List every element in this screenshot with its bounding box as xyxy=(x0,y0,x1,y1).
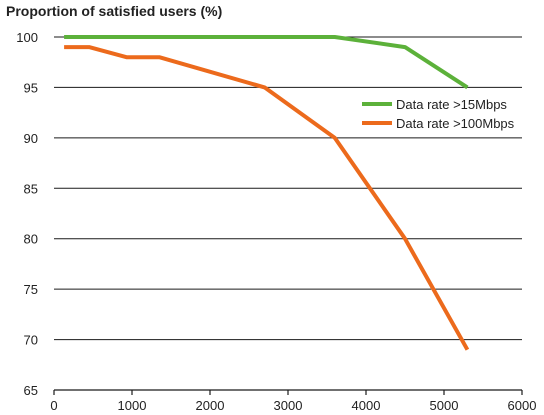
x-tick-label: 3000 xyxy=(274,398,303,413)
y-tick-label: 95 xyxy=(24,80,38,95)
series-line-2 xyxy=(64,45,470,351)
y-tick-label: 70 xyxy=(24,333,38,348)
grid xyxy=(54,36,522,341)
legend-label-1: Data rate >15Mbps xyxy=(396,97,507,112)
x-tick-label: 4000 xyxy=(352,398,381,413)
y-tick-label: 100 xyxy=(16,30,38,45)
y-tick-label: 75 xyxy=(24,282,38,297)
y-tick-label: 90 xyxy=(24,131,38,146)
x-tick-label: 1000 xyxy=(118,398,147,413)
x-tick-label: 0 xyxy=(50,398,57,413)
y-tick-label: 85 xyxy=(24,181,38,196)
series-line-1 xyxy=(64,35,469,90)
x-tick-label: 6000 xyxy=(508,398,537,413)
chart-title: Proportion of satisfied users (%) xyxy=(6,3,222,19)
series xyxy=(64,35,470,351)
legend: Data rate >15Mbps Data rate >100Mbps xyxy=(362,97,515,131)
legend-label-2: Data rate >100Mbps xyxy=(396,116,515,131)
x-tick-label: 5000 xyxy=(430,398,459,413)
y-tick-label: 80 xyxy=(24,232,38,247)
x-tick-label: 2000 xyxy=(196,398,225,413)
y-tick-label: 65 xyxy=(24,383,38,398)
